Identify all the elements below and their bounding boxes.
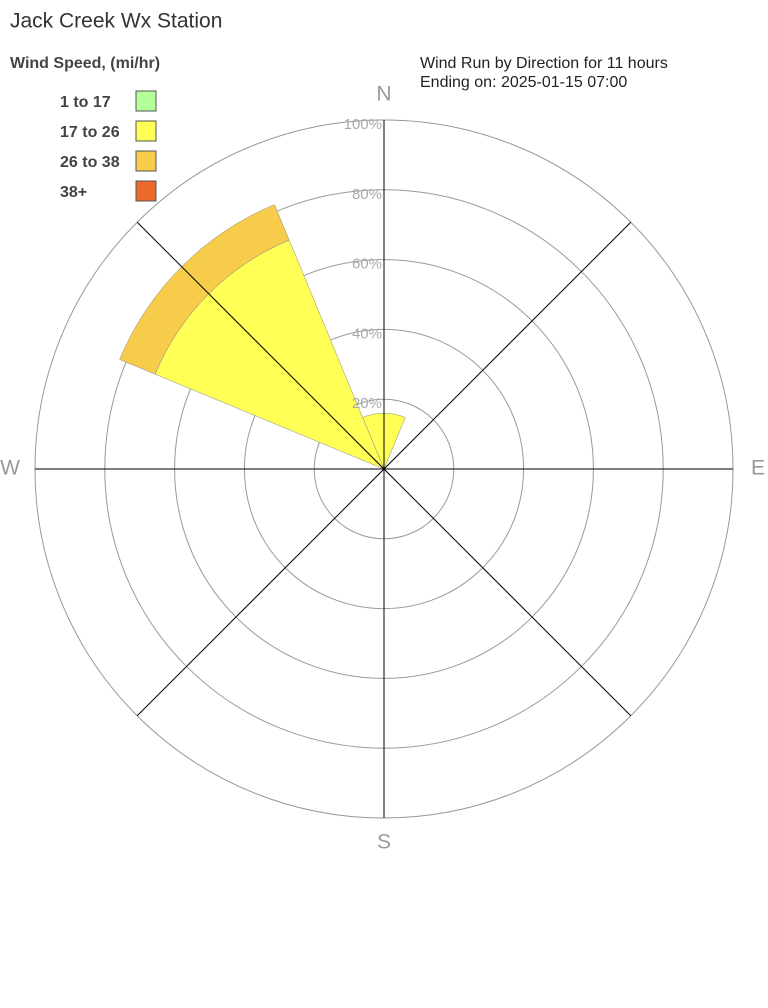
r-tick-label: 100% <box>344 116 382 133</box>
legend-label: 38+ <box>60 184 87 201</box>
r-tick-label: 40% <box>352 325 382 342</box>
spoke <box>136 221 632 717</box>
r-tick-label: 20% <box>352 395 382 412</box>
legend-label: 17 to 26 <box>60 124 120 141</box>
legend-swatch <box>135 120 157 142</box>
chart-title: Jack Creek Wx Station <box>10 10 222 33</box>
subtitle: Wind Run by Direction for 11 hours <box>420 55 668 72</box>
direction-label: W <box>0 457 20 480</box>
direction-label: N <box>376 83 391 106</box>
direction-label: S <box>377 831 391 854</box>
legend-title: Wind Speed, (mi/hr) <box>10 55 160 72</box>
legend-swatch <box>135 180 157 202</box>
r-tick-label: 80% <box>352 186 382 203</box>
subtitle: Ending on: 2025-01-15 07:00 <box>420 74 627 91</box>
legend-swatch <box>135 90 157 112</box>
legend-label: 26 to 38 <box>60 154 120 171</box>
legend-label: 1 to 17 <box>60 94 111 111</box>
r-tick-label: 60% <box>352 256 382 273</box>
direction-label: E <box>751 457 765 480</box>
legend-swatch <box>135 150 157 172</box>
